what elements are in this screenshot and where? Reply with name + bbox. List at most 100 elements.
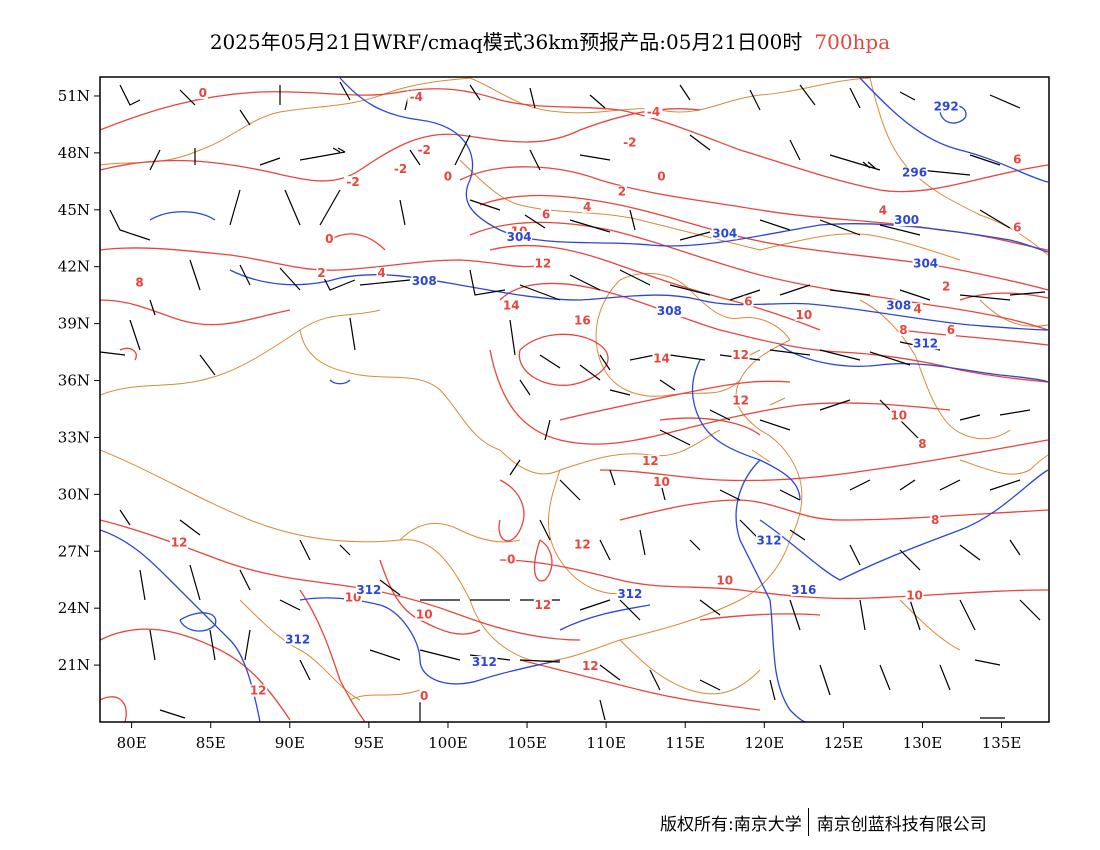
title-main: 2025年05月21日WRF/cmaq模式36km预报产品:05月21日00时 — [209, 30, 803, 54]
temperature-label: -2 — [418, 143, 431, 157]
temperature-label: 0 — [444, 169, 452, 183]
temperature-label-bg — [502, 299, 521, 312]
height-label: 316 — [791, 583, 816, 597]
temperature-label-bg — [541, 208, 552, 221]
temperature-label-bg — [652, 475, 671, 488]
temperature-label: 8 — [135, 276, 143, 290]
temperature-label-bg — [889, 409, 908, 422]
height-label: 312 — [472, 655, 497, 669]
temperature-label-bg — [407, 90, 426, 103]
temperature-label: 8 — [899, 323, 907, 337]
lon-tick-label: 105E — [507, 734, 547, 752]
temperature-label: 0 — [420, 689, 428, 703]
temperature-label: 10 — [416, 608, 433, 622]
temperature-label-bg — [930, 513, 941, 526]
height-label-bg — [790, 584, 817, 596]
temperature-label: 0 — [199, 86, 207, 100]
temperature-label-bg — [197, 86, 208, 99]
temperature-label: 10 — [795, 308, 812, 322]
temperature-label-bg — [573, 314, 592, 327]
temperature-label: -4 — [410, 90, 423, 104]
temperature-label-bg — [620, 136, 639, 149]
lon-tick-label: 80E — [117, 734, 147, 752]
lon-tick-label: 110E — [586, 734, 626, 752]
temperature-label-bg — [912, 303, 923, 316]
temperature-label-bg — [656, 170, 667, 183]
temperature-label: 10 — [906, 589, 923, 603]
height-label-bg — [893, 214, 920, 227]
temperature-label-bg — [652, 352, 671, 365]
temperature-label: 0 — [325, 232, 333, 246]
wind-barbs — [100, 81, 1046, 722]
temperature-label: 8 — [931, 513, 939, 527]
temperature-label-bg — [1012, 221, 1023, 234]
temperature-label-bg — [419, 690, 430, 703]
temperature-label-bg — [731, 394, 750, 407]
temperature-label-bg — [506, 553, 517, 566]
temperature-label-bg — [582, 200, 593, 213]
temperature-label: 12 — [171, 536, 188, 550]
temperature-label-bg — [324, 233, 335, 246]
contour-labels: 0 -4 -4 -2 -2 -2 0 -2 0 2 4 6 10 0 12 4 2 8 14 16 14 12 12 6 10 8… — [134, 86, 1023, 703]
temperature-label-bg — [415, 608, 434, 621]
temperature-label: 4 — [583, 200, 591, 214]
temperature-label: 4 — [377, 266, 385, 280]
temperature-label: 10 — [890, 408, 907, 422]
height-label-bg — [912, 337, 939, 350]
height-label-bg — [912, 257, 939, 270]
height-label: 304 — [712, 226, 737, 240]
temperature-label-bg — [415, 143, 434, 156]
temperature-label-bg — [442, 170, 453, 183]
temperature-label-bg — [743, 295, 754, 308]
temperature-label: 12 — [582, 659, 599, 673]
height-label-bg — [756, 534, 783, 547]
boundary-lines — [100, 77, 1049, 701]
plot-frame — [99, 76, 1050, 723]
temperature-label-bg — [134, 276, 145, 289]
temperature-label: 12 — [732, 393, 749, 407]
lon-tick-label: 115E — [665, 734, 705, 752]
temperature-label: 0 — [657, 169, 665, 183]
temperature-label-bg — [533, 257, 552, 270]
lat-tick-label: 30N — [58, 485, 90, 503]
height-label: 304 — [507, 230, 532, 244]
temperature-label: 6 — [744, 295, 752, 309]
lat-tick-label: 48N — [58, 144, 90, 162]
lat-tick-label: 45N — [58, 201, 90, 219]
temperature-label-bg — [641, 455, 660, 467]
height-label-bg — [711, 227, 738, 240]
temperature-label: 14 — [503, 298, 520, 312]
temperature-label: 4 — [914, 302, 922, 316]
temperature-label: 12 — [250, 684, 267, 698]
temperature-label-bg — [1012, 153, 1023, 166]
height-label-bg — [933, 100, 960, 113]
lat-tick-label: 27N — [58, 542, 90, 560]
temperature-label-bg — [581, 659, 600, 672]
lat-tick-label: 39N — [58, 315, 90, 333]
temperature-label-bg — [917, 437, 928, 450]
height-label-bg — [616, 587, 643, 600]
height-label-bg — [656, 305, 683, 318]
map-title: 2025年05月21日WRF/cmaq模式36km预报产品:05月21日00时 7… — [0, 26, 1100, 55]
height-label-bg — [901, 166, 928, 179]
height-label: 304 — [913, 257, 938, 271]
temperature-label-bg — [316, 267, 327, 280]
temperature-label-bg — [945, 324, 956, 337]
temperature-label: -2 — [346, 175, 359, 189]
temperature-label: 2 — [317, 266, 325, 280]
lat-tick-label: 36N — [58, 372, 90, 390]
height-label: 292 — [934, 99, 959, 113]
height-label: 296 — [902, 166, 927, 180]
temperature-label: 10 — [653, 475, 670, 489]
temperature-label-bg — [391, 162, 410, 175]
temperature-label: 0 — [507, 553, 515, 567]
temperature-label: 8 — [918, 437, 926, 451]
temperature-label-bg — [249, 684, 268, 697]
lon-tick-label: 120E — [745, 734, 785, 752]
temperature-label-bg — [616, 185, 627, 198]
temperature-label-bg — [573, 538, 592, 551]
copyright-divider — [807, 808, 809, 836]
temperature-label-bg — [898, 324, 909, 337]
height-label-bg — [355, 584, 382, 596]
temperature-label-bg — [905, 589, 924, 602]
